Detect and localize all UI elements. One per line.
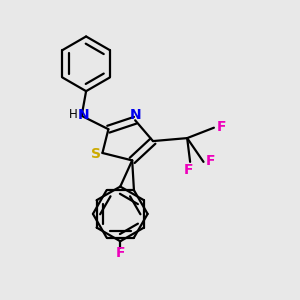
Text: N: N bbox=[129, 108, 141, 122]
Text: F: F bbox=[206, 154, 216, 168]
Text: F: F bbox=[217, 120, 226, 134]
Text: S: S bbox=[91, 147, 101, 160]
Text: H: H bbox=[69, 108, 78, 122]
Text: F: F bbox=[116, 245, 125, 260]
Text: N: N bbox=[78, 108, 90, 122]
Text: F: F bbox=[184, 163, 194, 177]
